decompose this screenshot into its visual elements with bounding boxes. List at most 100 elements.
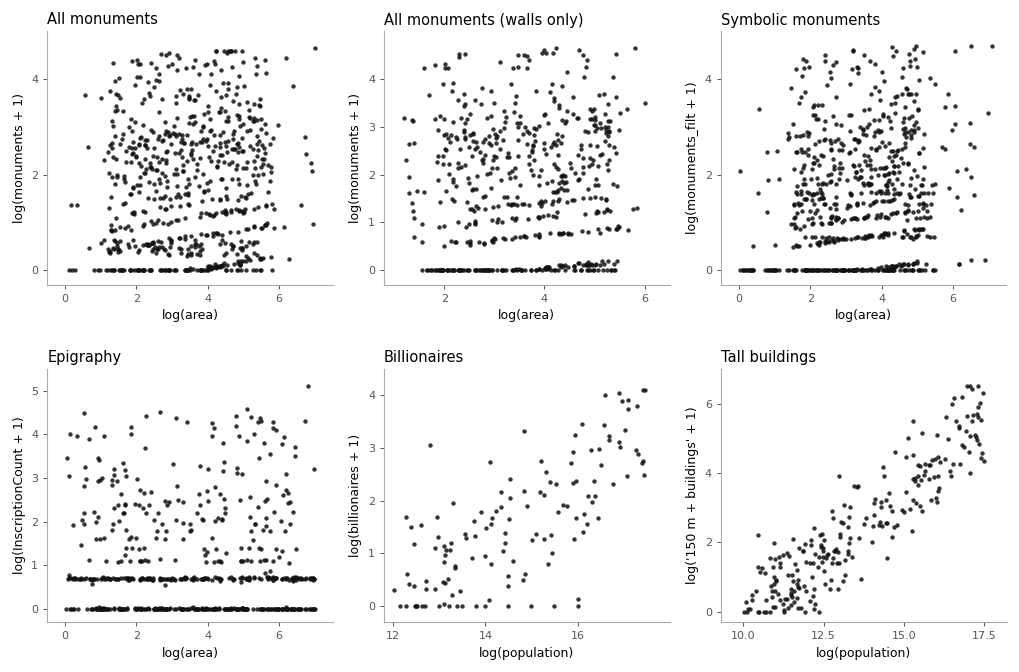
Point (850, 62, 866, 73)
Point (911, 224, 927, 235)
Point (158, 155, 174, 165)
Point (790, 603, 806, 614)
Point (253, 161, 269, 172)
Point (949, 165, 965, 176)
Point (470, 265, 486, 276)
Point (516, 230, 532, 241)
Point (806, 158, 822, 169)
Point (887, 108, 903, 118)
Point (273, 603, 289, 614)
Point (100, 146, 116, 157)
Point (169, 50, 185, 60)
Point (817, 55, 834, 66)
Point (265, 573, 281, 583)
Point (790, 581, 806, 592)
Point (178, 181, 195, 192)
Point (837, 554, 853, 565)
Point (457, 134, 473, 144)
Point (495, 233, 512, 244)
Point (807, 599, 823, 610)
Point (762, 265, 779, 276)
Point (807, 232, 823, 243)
Point (70, 573, 87, 584)
Point (111, 245, 127, 256)
Point (779, 265, 795, 276)
Point (560, 228, 577, 239)
Point (854, 265, 870, 276)
Point (208, 45, 224, 56)
Point (909, 258, 925, 269)
Point (148, 248, 164, 259)
Point (163, 574, 179, 585)
Point (148, 62, 164, 73)
Point (418, 583, 434, 594)
Point (256, 603, 272, 614)
Point (815, 135, 832, 146)
Point (117, 499, 133, 510)
Point (154, 603, 170, 614)
Point (548, 43, 565, 54)
Point (69, 431, 86, 442)
Point (130, 187, 147, 198)
Point (905, 259, 921, 269)
Point (888, 261, 904, 271)
Point (109, 574, 125, 585)
Point (242, 573, 258, 583)
Point (837, 265, 853, 276)
Point (173, 134, 190, 144)
Point (183, 136, 200, 147)
Point (803, 265, 819, 276)
Point (122, 189, 139, 200)
Point (599, 204, 615, 215)
Point (199, 573, 215, 584)
Point (305, 575, 321, 585)
Point (257, 147, 273, 158)
Point (228, 249, 245, 259)
Point (406, 232, 422, 243)
Point (233, 133, 250, 144)
Point (475, 265, 491, 276)
Point (138, 139, 154, 150)
Point (118, 573, 135, 583)
Point (889, 187, 905, 198)
Point (886, 51, 902, 62)
Point (891, 189, 907, 200)
Point (804, 212, 820, 223)
Point (255, 253, 271, 263)
Point (180, 198, 197, 209)
Point (947, 45, 963, 56)
Point (793, 188, 809, 199)
Point (835, 140, 851, 151)
Point (872, 126, 889, 136)
Point (856, 50, 872, 60)
Point (260, 603, 276, 614)
Point (489, 163, 505, 173)
Point (508, 90, 525, 101)
Point (880, 261, 897, 272)
Point (806, 583, 822, 594)
Point (207, 259, 223, 269)
Point (477, 149, 493, 160)
Point (847, 233, 863, 243)
Point (882, 99, 899, 110)
Point (872, 229, 889, 240)
Point (525, 139, 541, 150)
Point (169, 65, 185, 75)
Point (232, 495, 249, 506)
Point (224, 128, 240, 139)
Point (240, 575, 257, 585)
Point (203, 262, 219, 273)
Point (578, 62, 594, 73)
Point (187, 239, 204, 249)
Point (538, 261, 554, 272)
Point (796, 221, 812, 232)
Point (918, 200, 934, 210)
Y-axis label: log(monuments + 1): log(monuments + 1) (350, 93, 363, 223)
Point (234, 573, 251, 583)
Point (969, 402, 985, 413)
Point (884, 155, 901, 166)
Point (974, 388, 990, 398)
Point (533, 165, 549, 175)
Point (157, 128, 173, 139)
Point (908, 230, 924, 241)
